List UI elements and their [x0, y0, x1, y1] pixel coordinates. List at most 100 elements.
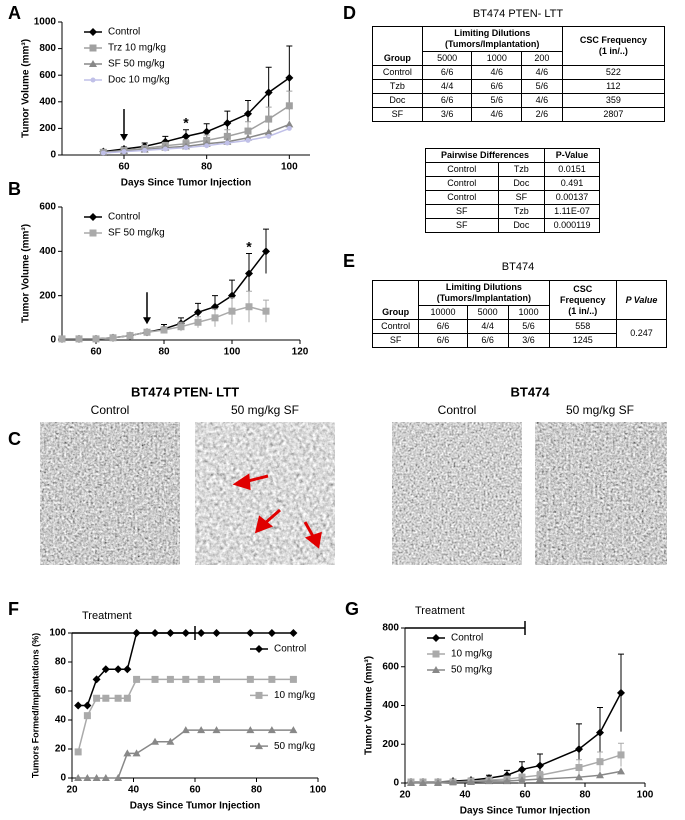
image-group-title: BT474 PTEN- LTT — [131, 384, 239, 399]
marker — [114, 774, 123, 781]
cell-text: 1000 — [486, 53, 507, 63]
cell-text: (Tumors/Implantation) — [445, 39, 540, 49]
marker — [123, 665, 132, 674]
x-tick-label: 80 — [158, 347, 170, 358]
table-cell: 3/6 — [421, 107, 473, 122]
x-tick-label: 20 — [399, 790, 411, 801]
table-cell: Limiting Dilutions (Tumors/Implantation) — [421, 26, 563, 52]
table-row: SF 3/6 4/6 2/6 2807 — [372, 107, 666, 122]
marker — [183, 145, 189, 151]
marker — [255, 742, 263, 750]
cell-text: 0.000119 — [553, 220, 591, 230]
y-tick-label: 0 — [60, 773, 66, 784]
cell-text: SF — [391, 109, 404, 119]
legend-label: Doc 10 mg/kg — [108, 75, 170, 86]
table-cell: Doc — [372, 93, 423, 108]
legend-label: 10 mg/kg — [451, 649, 492, 660]
table-cell: SF — [425, 204, 499, 219]
arrow-head — [120, 134, 128, 142]
data-table: Group Limiting Dilutions (Tumors/Implantat… — [371, 280, 667, 348]
table-cell: 2807 — [561, 107, 666, 122]
table-title: BT474 — [502, 261, 534, 273]
table-cell: P-Value — [544, 148, 600, 163]
cell-text: Limiting Dilutions — [445, 282, 522, 292]
marker — [212, 629, 221, 637]
x-tick-label: 120 — [292, 347, 309, 358]
marker — [102, 694, 110, 702]
marker — [74, 774, 83, 781]
cell-text: 6/6 — [440, 95, 454, 105]
x-tick-label: 100 — [310, 785, 327, 796]
marker — [467, 778, 475, 786]
marker — [518, 765, 526, 774]
marker — [213, 675, 221, 683]
table-cell: Tzb — [372, 79, 423, 94]
table-cell: CSC Frequency (1 in/..) — [561, 26, 666, 66]
y-axis-label: Tumors Formed/Implantations (%) — [30, 633, 40, 778]
micrograph — [40, 422, 180, 565]
table-cell: Control — [372, 65, 423, 80]
marker — [101, 774, 110, 781]
panel-label: G — [345, 599, 359, 619]
table-cell: 5/6 — [471, 93, 523, 108]
table-cell: 6/6 — [466, 333, 509, 348]
marker — [90, 77, 96, 83]
cell-text: 5/6 — [522, 321, 535, 331]
micrograph — [535, 422, 667, 565]
x-tick-label: 60 — [189, 785, 201, 796]
marker — [255, 645, 263, 653]
marker — [266, 133, 272, 139]
marker — [58, 335, 66, 343]
marker — [536, 775, 544, 783]
cell-text: 4/4 — [440, 81, 454, 91]
data-table: Pairwise Differences P-Value Control Tzb 0.0… — [424, 148, 600, 233]
marker — [126, 332, 134, 340]
y-tick-label: 400 — [382, 700, 399, 711]
legend-label: 10 mg/kg — [274, 690, 315, 701]
cell-text: 1000 — [518, 307, 539, 317]
cell-text: 6/6 — [440, 67, 454, 77]
marker — [89, 60, 97, 67]
y-tick-label: 0 — [50, 150, 56, 161]
marker — [434, 779, 442, 786]
marker — [244, 109, 252, 118]
table-cell: 0.247 — [616, 319, 667, 348]
table-cell: Group — [372, 26, 423, 66]
marker — [197, 726, 206, 734]
y-axis-label: Tumor Volume (mm³) — [21, 39, 32, 138]
marker — [245, 269, 253, 278]
marker — [100, 150, 106, 156]
marker — [151, 737, 160, 745]
treatment-label: Treatment — [415, 605, 465, 617]
marker — [503, 777, 511, 785]
table-cell: 4/4 — [421, 79, 473, 94]
marker — [114, 694, 122, 702]
y-tick-label: 0 — [50, 335, 56, 346]
cell-text: 0.00137 — [555, 192, 589, 202]
marker — [75, 335, 83, 343]
marker — [419, 779, 427, 786]
marker — [432, 634, 440, 642]
table-cell: Control — [425, 190, 499, 205]
marker — [143, 328, 151, 336]
marker — [245, 303, 253, 311]
table-cell: 1.11E-07 — [544, 204, 600, 219]
marker — [197, 629, 206, 637]
x-tick-label: 60 — [90, 347, 102, 358]
marker — [246, 675, 254, 683]
marker — [575, 745, 583, 754]
y-tick-label: 40 — [55, 715, 67, 726]
cell-text: 2807 — [603, 109, 624, 119]
y-tick-label: 100 — [49, 628, 66, 639]
cell-text: Tzb — [389, 81, 405, 91]
table-cell: 0.000119 — [544, 218, 600, 233]
table-cell: Pairwise Differences — [424, 148, 546, 163]
table-cell: Tzb — [497, 204, 546, 219]
marker — [83, 701, 92, 710]
marker — [255, 691, 263, 699]
marker — [151, 675, 159, 683]
marker — [407, 779, 415, 786]
marker — [596, 758, 604, 766]
cell-text: 112 — [606, 81, 621, 91]
marker — [228, 307, 236, 315]
